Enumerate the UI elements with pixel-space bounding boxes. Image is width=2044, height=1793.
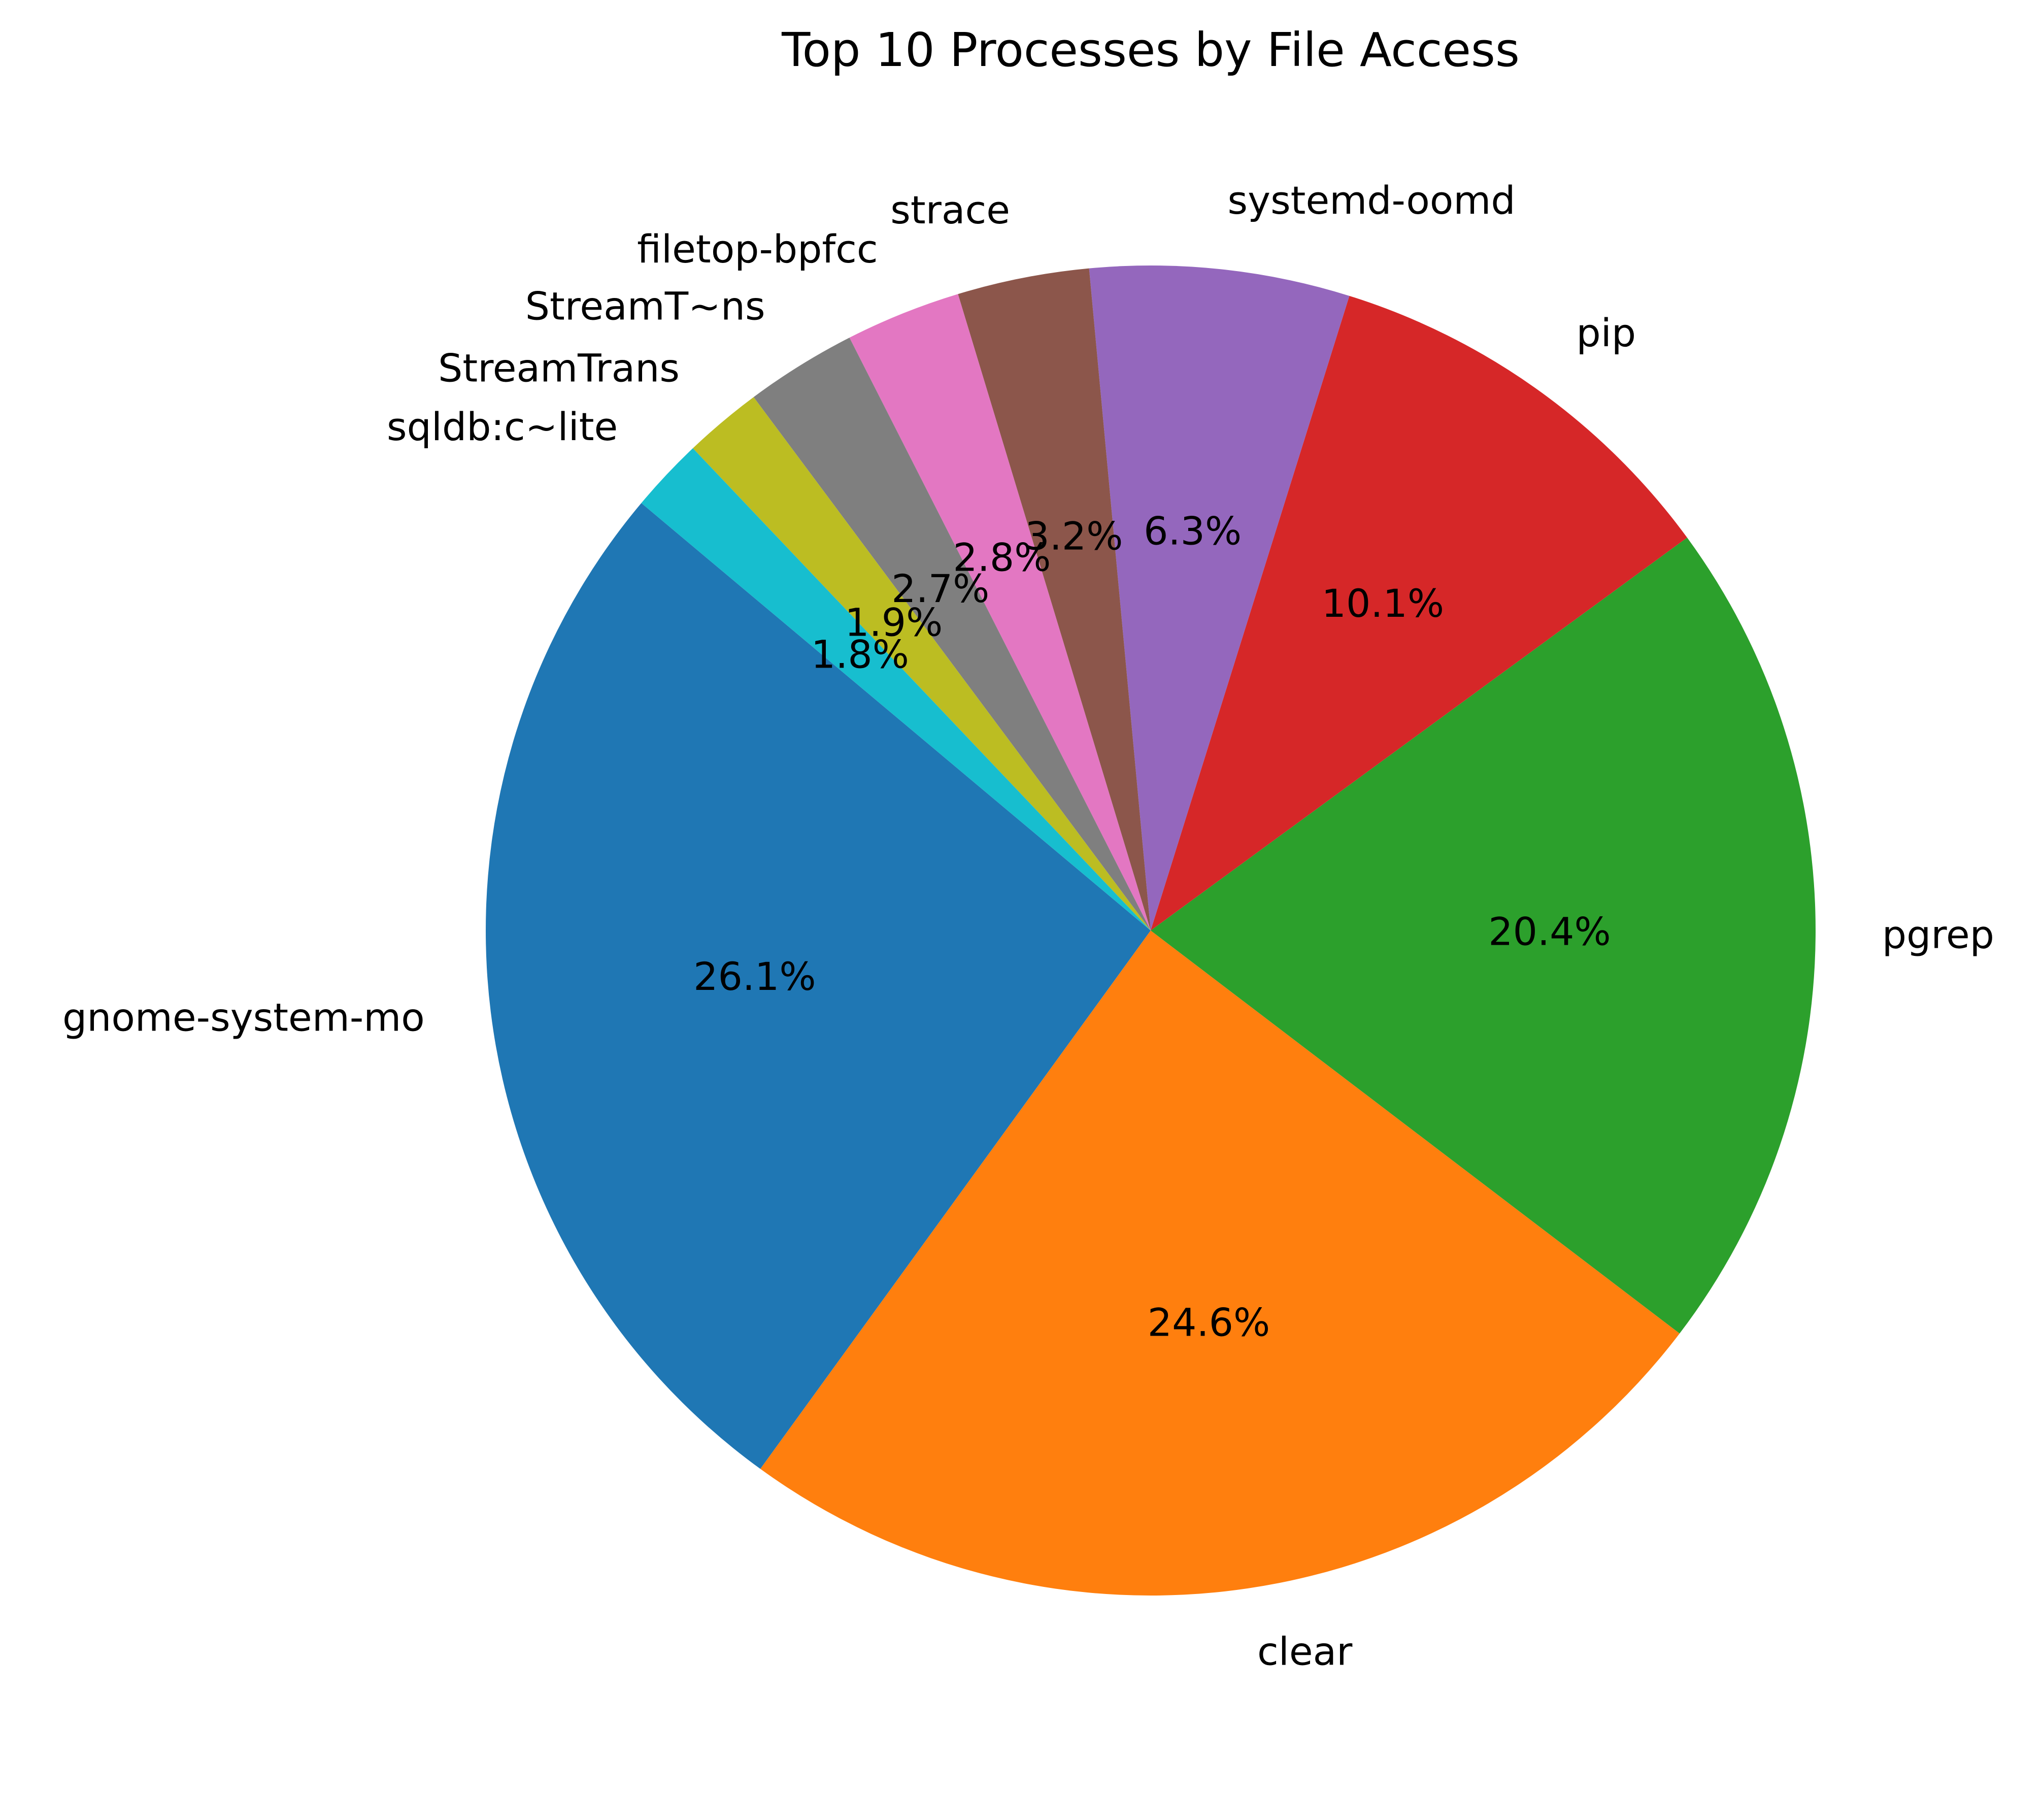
- slice-percent-clear: 24.6%: [1148, 1300, 1270, 1345]
- chart-title: Top 10 Processes by File Access: [781, 23, 1520, 77]
- slice-label-streamtrans: StreamTrans: [438, 346, 680, 391]
- slice-label-pip: pip: [1577, 310, 1636, 355]
- pie-slice-streamt-ns: [753, 338, 1151, 931]
- slice-label-filetop-bpfcc: filetop-bpfcc: [637, 226, 878, 272]
- pie-slice-gnome-system-mo: [485, 503, 1151, 1469]
- slice-percent-pip: 10.1%: [1322, 581, 1444, 626]
- slice-percent-sqldb-c-lite: 1.8%: [811, 632, 909, 677]
- slice-label-gnome-system-mo: gnome-system-mo: [62, 994, 425, 1040]
- pie-slice-sqldb-c-lite: [641, 448, 1151, 931]
- slice-percent-strace: 3.2%: [1025, 514, 1123, 559]
- slice-label-streamt-ns: StreamT~ns: [525, 283, 765, 328]
- slice-percent-systemd-oomd: 6.3%: [1144, 508, 1242, 553]
- slice-label-systemd-oomd: systemd-oomd: [1228, 178, 1516, 223]
- pie-slice-streamtrans: [693, 397, 1151, 931]
- pie-slice-pip: [1151, 295, 1687, 931]
- category-label-group: gnome-system-mo clear pgrep pip systemd-oomd…: [62, 178, 1994, 1674]
- slice-label-pgrep: pgrep: [1882, 912, 1994, 957]
- pie-slice-clear: [760, 931, 1680, 1596]
- slice-label-clear: clear: [1257, 1629, 1353, 1674]
- slice-percent-streamt-ns: 2.7%: [891, 566, 989, 611]
- pie-slice-pgrep: [1151, 538, 1816, 1334]
- pie-slice-systemd-oomd: [1089, 265, 1350, 931]
- slice-percent-filetop-bpfcc: 2.8%: [953, 535, 1051, 580]
- slice-label-sqldb-c-lite: sqldb:c~lite: [387, 404, 618, 449]
- percent-label-group: 26.1% 24.6% 20.4% 10.1% 6.3% 3.2%2.8%2.7%1.9%…: [693, 508, 1611, 1345]
- slice-label-strace: strace: [890, 187, 1010, 233]
- pie-slice-filetop-bpfcc: [849, 294, 1151, 931]
- slice-percent-streamtrans: 1.9%: [845, 600, 943, 645]
- slice-percent-pgrep: 20.4%: [1488, 909, 1611, 954]
- slice-percent-gnome-system-mo: 26.1%: [693, 954, 816, 999]
- wedge-group: [485, 265, 1816, 1596]
- pie-slice-strace: [958, 268, 1151, 931]
